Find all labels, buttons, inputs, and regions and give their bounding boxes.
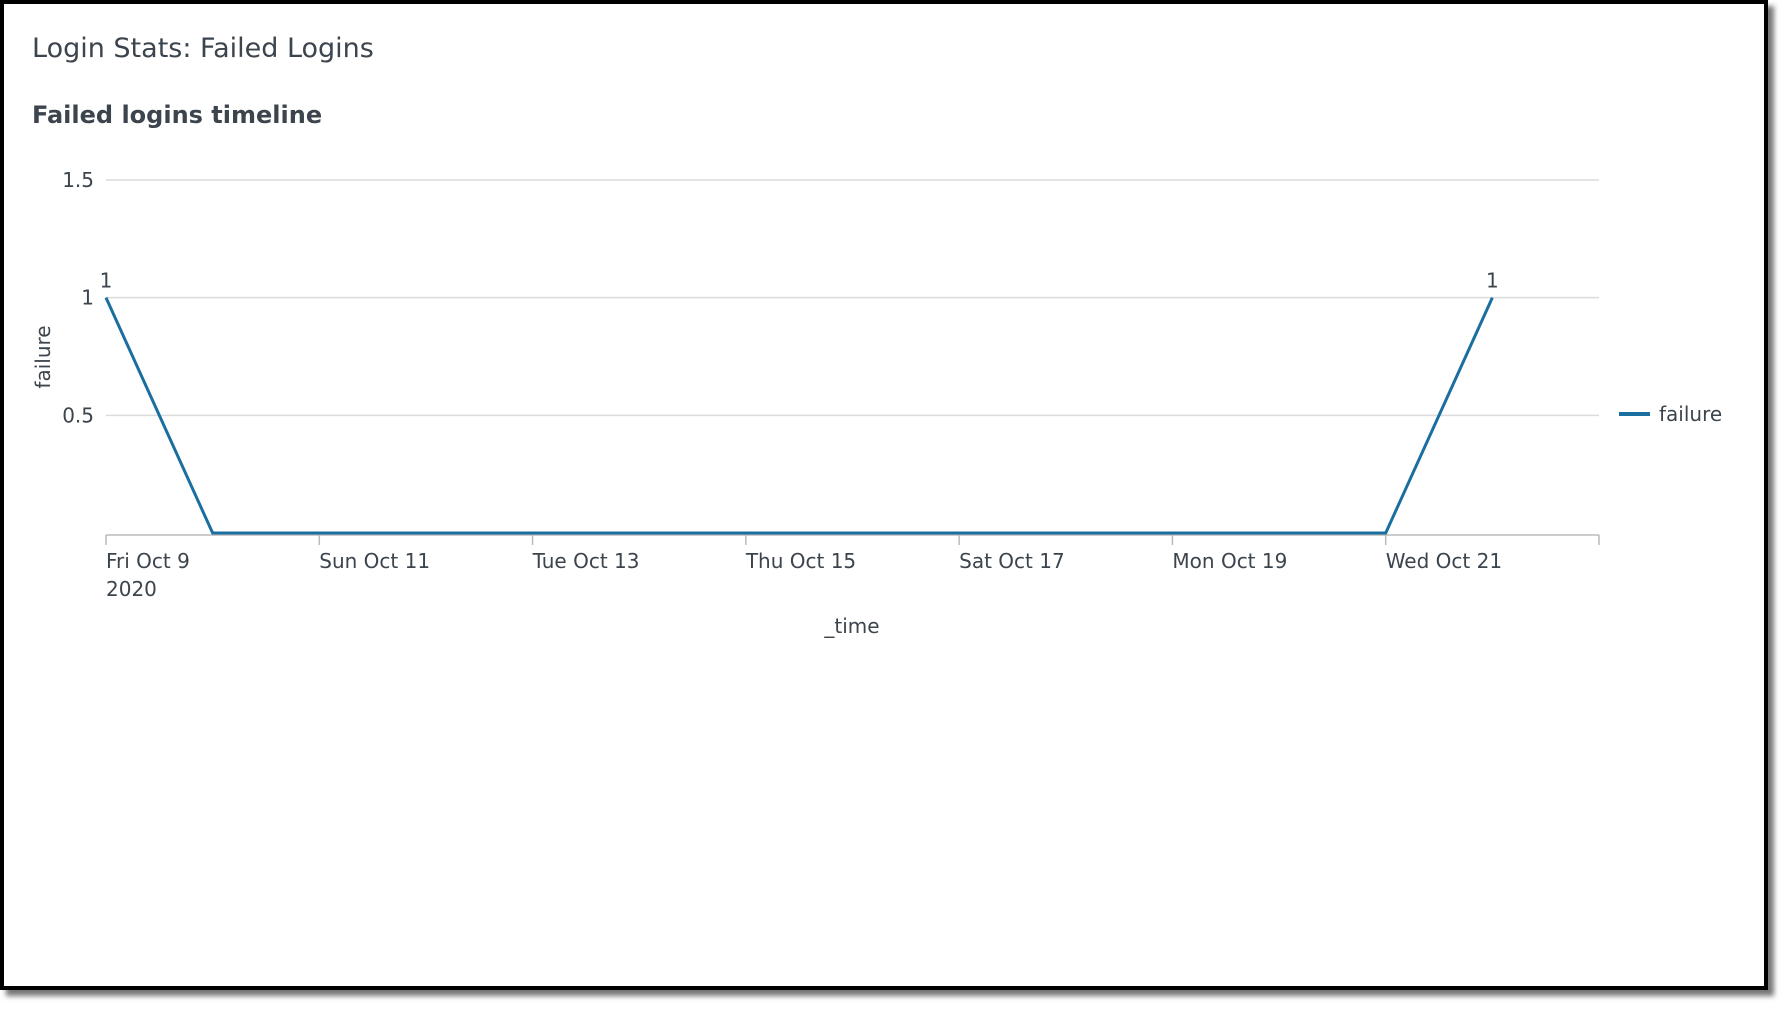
x-tick-label: Wed Oct 21 (1385, 549, 1503, 573)
y-axis-title: failure (31, 325, 55, 388)
chart-subtitle: Failed logins timeline (32, 101, 322, 129)
x-tick-label: Fri Oct 9 2020 (106, 549, 190, 601)
x-tick-label: Sun Oct 11 (319, 549, 431, 573)
panel (0, 0, 1768, 990)
x-tick-label: Sat Oct 17 (959, 549, 1065, 573)
x-tick-label: Thu Oct 15 (745, 549, 857, 573)
legend-label: failure (1659, 402, 1722, 426)
data-label: 1 (1486, 269, 1499, 293)
y-tick-label: 1 (81, 286, 94, 310)
x-axis-title: _time (823, 614, 879, 638)
x-tick-label: Tue Oct 13 (532, 549, 640, 573)
chart-title: Login Stats: Failed Logins (32, 33, 374, 64)
series-line (104, 297, 1494, 535)
y-tick-label: 0.5 (62, 403, 94, 427)
y-tick-label: 1.5 (62, 168, 94, 192)
data-label: 1 (100, 269, 113, 293)
x-tick-label: Mon Oct 19 (1172, 549, 1288, 573)
